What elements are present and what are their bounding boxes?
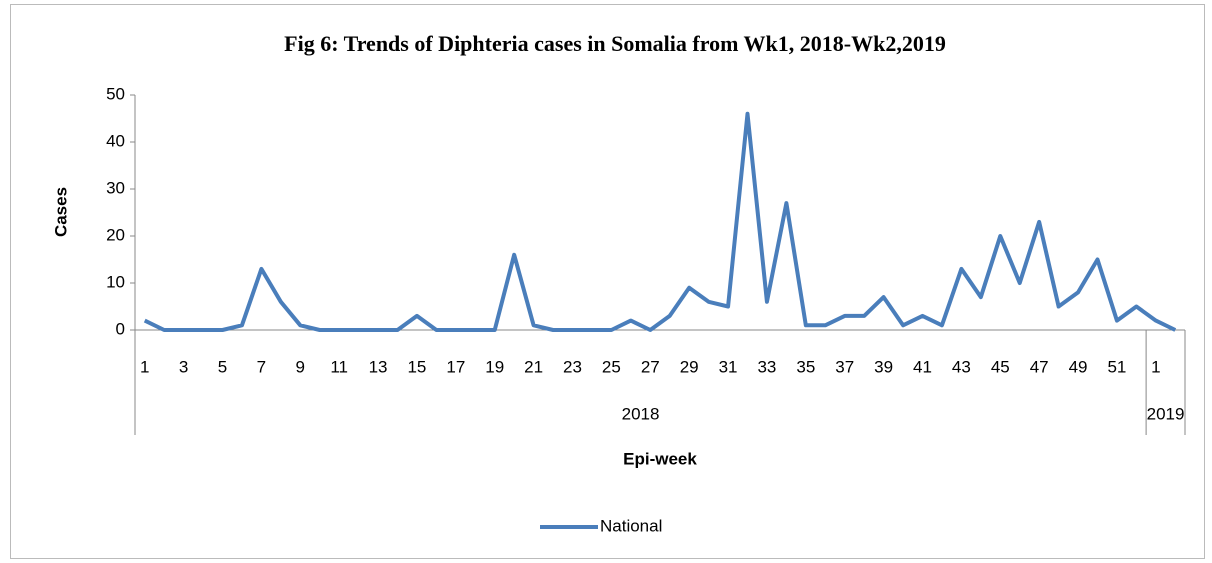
y-tick-label: 0 xyxy=(116,319,125,338)
x-tick-label: 1 xyxy=(140,357,149,376)
x-tick-label: 49 xyxy=(1069,357,1088,376)
group-label: 2019 xyxy=(1147,404,1185,423)
legend-label: National xyxy=(600,516,662,535)
x-tick-label: 7 xyxy=(257,357,266,376)
y-tick-label: 20 xyxy=(106,225,125,244)
x-tick-label: 35 xyxy=(796,357,815,376)
x-tick-label: 17 xyxy=(446,357,465,376)
y-axis-title: Cases xyxy=(51,187,70,237)
x-tick-label: 19 xyxy=(485,357,504,376)
x-tick-label: 25 xyxy=(602,357,621,376)
x-tick-label: 31 xyxy=(719,357,738,376)
x-tick-label: 33 xyxy=(757,357,776,376)
x-tick-label: 51 xyxy=(1107,357,1126,376)
x-tick-label: 43 xyxy=(952,357,971,376)
x-tick-label: 45 xyxy=(991,357,1010,376)
y-tick-label: 50 xyxy=(106,84,125,103)
x-tick-label: 27 xyxy=(641,357,660,376)
x-tick-label: 37 xyxy=(835,357,854,376)
x-tick-label: 41 xyxy=(913,357,932,376)
x-tick-label: 1 xyxy=(1151,357,1160,376)
y-tick-label: 30 xyxy=(106,178,125,197)
x-tick-label: 5 xyxy=(218,357,227,376)
x-tick-label: 3 xyxy=(179,357,188,376)
x-tick-label: 39 xyxy=(874,357,893,376)
x-tick-label: 21 xyxy=(524,357,543,376)
chart-title: Fig 6: Trends of Diphteria cases in Soma… xyxy=(284,31,946,56)
line-series xyxy=(143,111,1177,332)
x-tick-label: 29 xyxy=(680,357,699,376)
x-axis-title: Epi-week xyxy=(623,449,697,468)
y-tick-label: 10 xyxy=(106,272,125,291)
x-tick-label: 47 xyxy=(1030,357,1049,376)
chart-border xyxy=(10,4,1205,559)
group-label: 2018 xyxy=(622,404,660,423)
x-tick-label: 15 xyxy=(407,357,426,376)
x-tick-label: 23 xyxy=(563,357,582,376)
x-tick-label: 9 xyxy=(296,357,305,376)
y-tick-label: 40 xyxy=(106,131,125,150)
x-tick-label: 11 xyxy=(330,357,348,376)
x-tick-label: 13 xyxy=(369,357,388,376)
